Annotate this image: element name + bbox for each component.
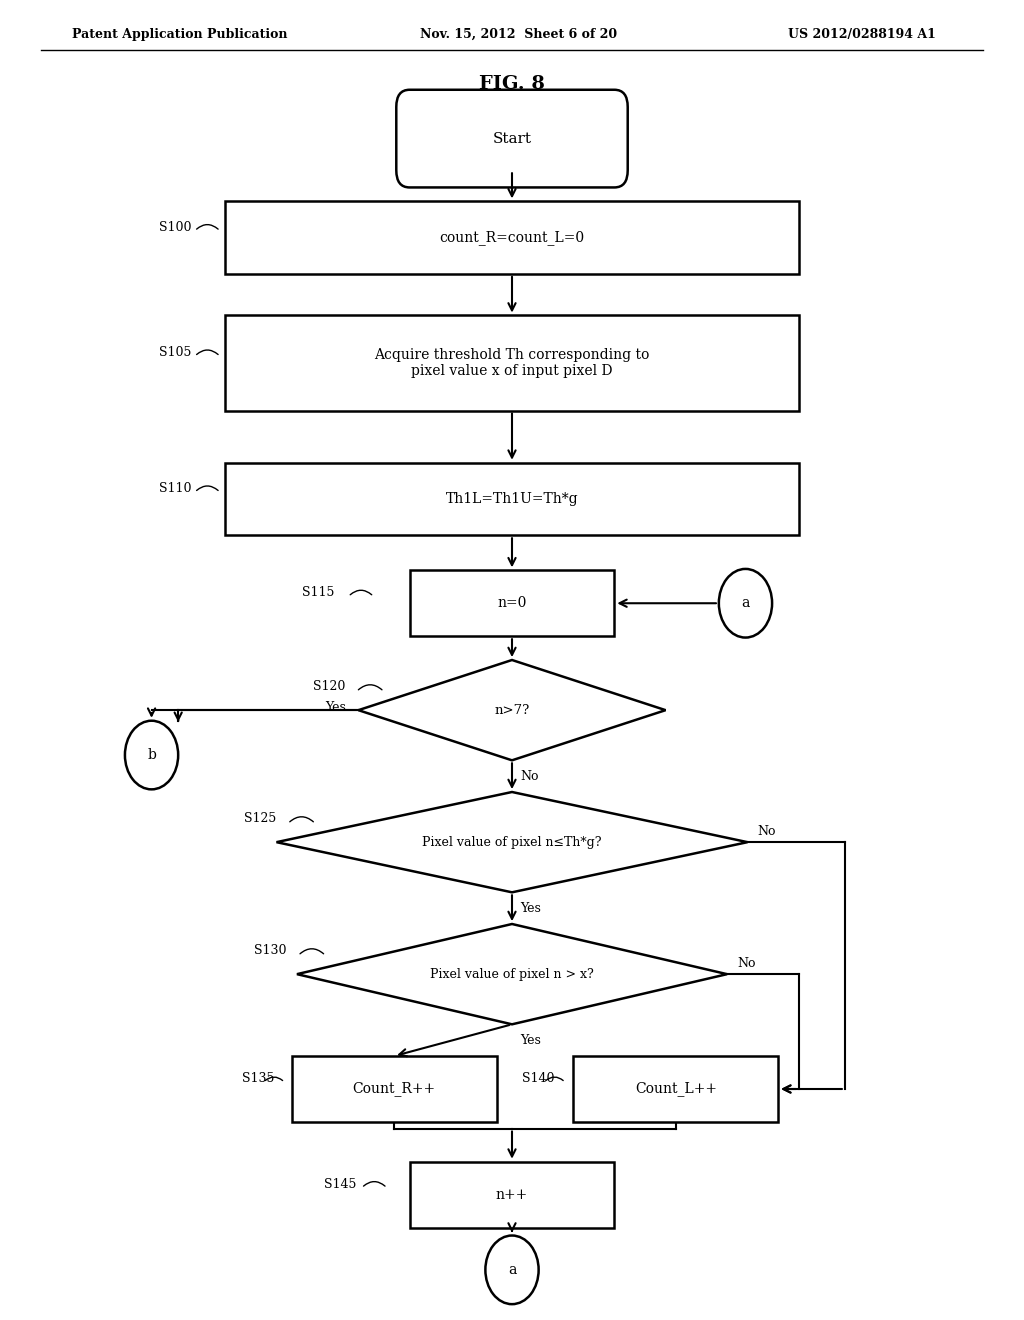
Text: No: No (520, 770, 539, 783)
FancyBboxPatch shape (396, 90, 628, 187)
Text: Yes: Yes (520, 902, 541, 915)
Text: a: a (508, 1263, 516, 1276)
Bar (225, 315, 799, 411)
Text: No: No (737, 957, 756, 970)
Bar (410, 1162, 614, 1228)
Text: S115: S115 (302, 586, 335, 599)
Text: No: No (758, 825, 776, 838)
Text: US 2012/0288194 A1: US 2012/0288194 A1 (788, 28, 936, 41)
Text: Yes: Yes (520, 1034, 541, 1047)
Text: a: a (741, 597, 750, 610)
Polygon shape (276, 792, 748, 892)
Text: S135: S135 (242, 1072, 274, 1085)
Text: Yes: Yes (326, 701, 346, 714)
Text: n++: n++ (496, 1188, 528, 1201)
Text: Count_R++: Count_R++ (352, 1081, 436, 1097)
Text: Th1L=Th1U=Th*g: Th1L=Th1U=Th*g (445, 492, 579, 506)
Text: S145: S145 (324, 1177, 356, 1191)
Text: FIG. 8: FIG. 8 (479, 75, 545, 94)
Text: n=0: n=0 (498, 597, 526, 610)
Text: S105: S105 (159, 346, 191, 359)
Text: S100: S100 (159, 220, 191, 234)
Text: n>7?: n>7? (495, 704, 529, 717)
Text: S110: S110 (159, 482, 191, 495)
Text: S120: S120 (313, 680, 346, 693)
Text: b: b (147, 748, 156, 762)
Polygon shape (358, 660, 666, 760)
Text: Patent Application Publication: Patent Application Publication (72, 28, 287, 41)
Polygon shape (297, 924, 727, 1024)
Circle shape (485, 1236, 539, 1304)
Text: count_R=count_L=0: count_R=count_L=0 (439, 230, 585, 246)
Bar (225, 201, 799, 275)
Text: S140: S140 (522, 1072, 555, 1085)
Text: Count_L++: Count_L++ (635, 1081, 717, 1097)
Text: Nov. 15, 2012  Sheet 6 of 20: Nov. 15, 2012 Sheet 6 of 20 (420, 28, 617, 41)
Bar (292, 1056, 497, 1122)
Bar (573, 1056, 778, 1122)
Text: S125: S125 (244, 812, 275, 825)
Bar (410, 570, 614, 636)
Text: Start: Start (493, 132, 531, 145)
Text: S130: S130 (254, 944, 287, 957)
Text: Pixel value of pixel n≤Th*g?: Pixel value of pixel n≤Th*g? (422, 836, 602, 849)
Text: Pixel value of pixel n > x?: Pixel value of pixel n > x? (430, 968, 594, 981)
Circle shape (719, 569, 772, 638)
Circle shape (125, 721, 178, 789)
Bar (225, 462, 799, 536)
Text: Acquire threshold Th corresponding to
pixel value x of input pixel D: Acquire threshold Th corresponding to pi… (375, 348, 649, 378)
